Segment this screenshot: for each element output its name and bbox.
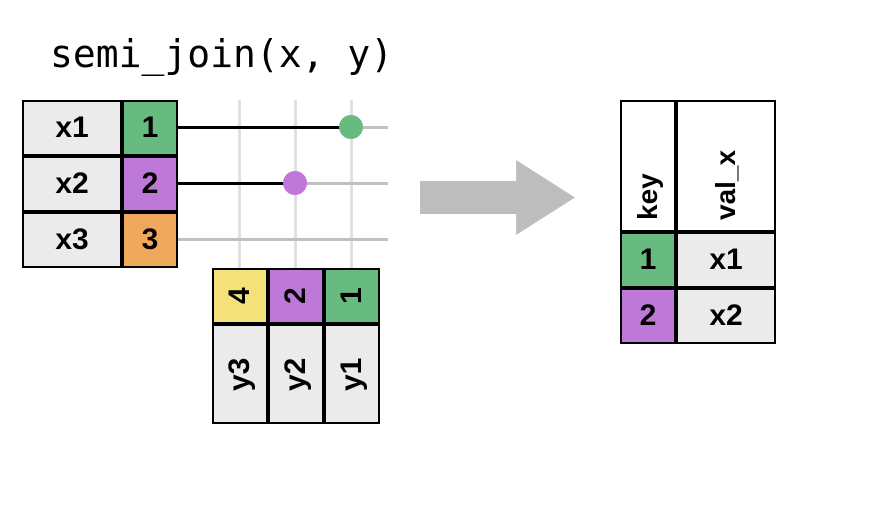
diagram-title: semi_join(x, y)	[50, 32, 393, 76]
arrow-icon	[420, 160, 575, 239]
